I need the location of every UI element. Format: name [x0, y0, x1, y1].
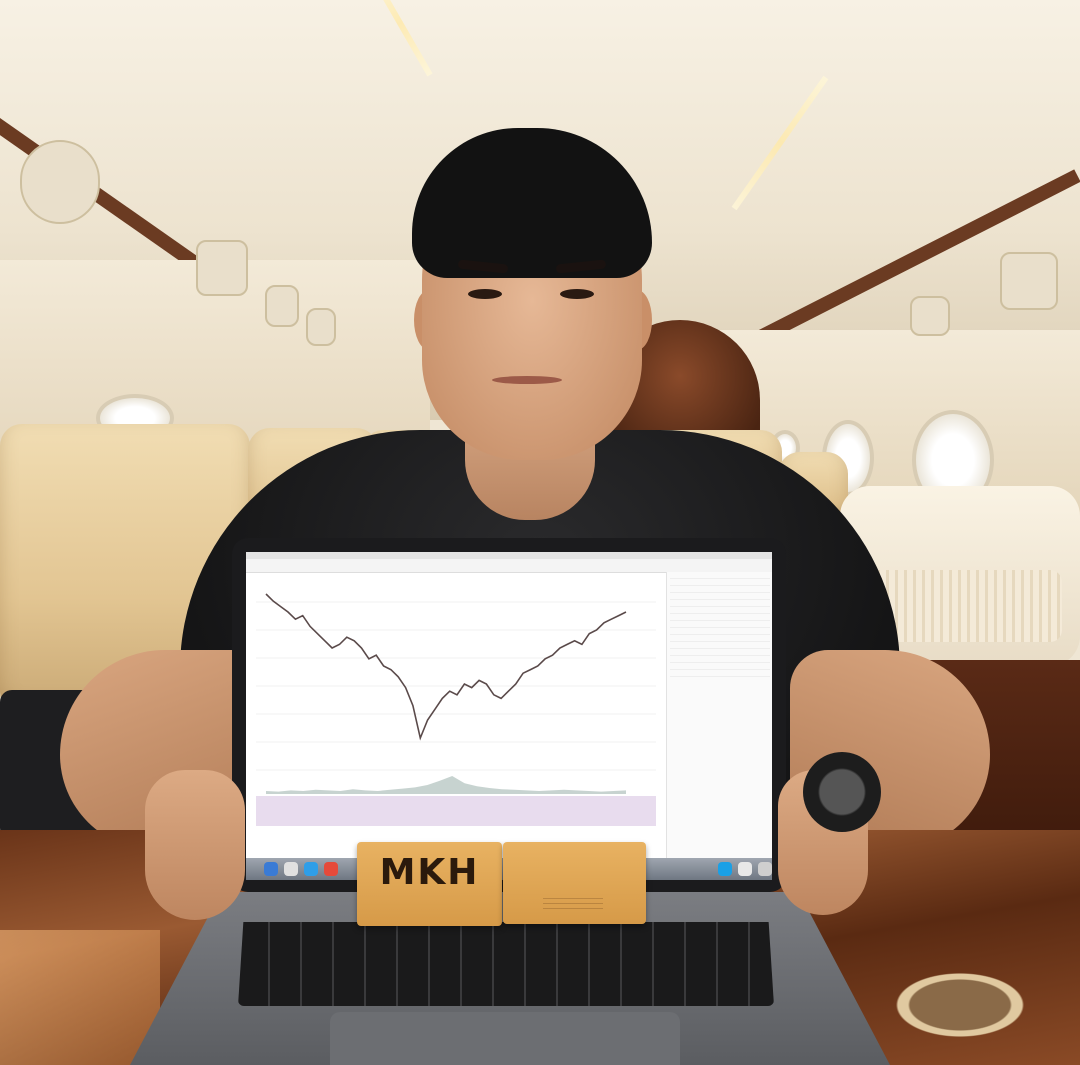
screen-toolbar — [246, 559, 772, 573]
laptop-trackpad — [330, 1012, 680, 1065]
cabin-vent — [306, 308, 336, 346]
indicator-panel — [256, 796, 656, 826]
screen-menubar — [246, 552, 772, 559]
skype-icon — [718, 862, 732, 876]
cabin-vent — [265, 285, 299, 327]
cabin-vent — [196, 240, 248, 296]
price-line — [265, 593, 627, 741]
card-logo-text: MKH — [379, 852, 480, 893]
app-icon — [324, 862, 338, 876]
trash-icon — [758, 862, 772, 876]
person-hand-left — [145, 770, 245, 920]
document-icon — [738, 862, 752, 876]
cup-holder — [880, 965, 1080, 1065]
wrist-watch — [803, 752, 881, 832]
person-eye — [468, 289, 502, 299]
watchlist-panel — [666, 572, 772, 862]
cabin-vent — [1000, 252, 1058, 310]
price-chart — [256, 574, 656, 844]
person-eye — [560, 289, 594, 299]
card-contact-lines — [543, 894, 603, 912]
business-card-logo: MKH — [357, 842, 502, 926]
laptop-screen — [246, 552, 772, 880]
launchpad-icon — [284, 862, 298, 876]
person-mouth — [492, 376, 562, 384]
laptop-keyboard — [238, 922, 774, 1006]
cabin-vent — [20, 140, 100, 224]
business-card-contact — [503, 842, 646, 924]
finder-icon — [264, 862, 278, 876]
volume-area — [266, 776, 626, 794]
cabin-vent — [910, 296, 950, 336]
table-reflection — [0, 930, 160, 1065]
safari-icon — [304, 862, 318, 876]
